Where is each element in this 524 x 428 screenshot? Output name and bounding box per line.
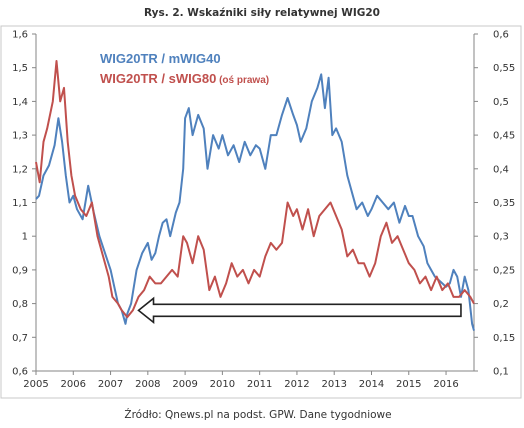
chart-source-note: Źródło: Qnews.pl na podst. GPW. Dane tyg… — [124, 408, 391, 421]
right-tick-label: 0,55 — [493, 63, 515, 74]
x-axis: 2005 2006 2007 2008 2009 2010 2011 2012 2013 2014… — [23, 371, 459, 390]
right-tick-label: 0,6 — [493, 30, 509, 41]
right-tick-label: 0,35 — [493, 198, 515, 209]
right-tick-label: 0,45 — [493, 131, 515, 142]
left-tick-label: 1,6 — [12, 30, 28, 41]
x-tick-label: 2010 — [210, 379, 235, 390]
right-tick-label: 0,2 — [493, 299, 509, 310]
left-tick-label: 1,3 — [12, 131, 28, 142]
x-tick-label: 2014 — [359, 379, 384, 390]
series-2-line — [35, 60, 475, 319]
right-tick-label: 0,1 — [493, 367, 509, 378]
x-tick-label: 2007 — [98, 379, 123, 390]
x-tick-label: 2009 — [172, 379, 197, 390]
left-tick-label: 0,8 — [12, 299, 28, 310]
arrow-annotation — [137, 296, 462, 325]
x-tick-label: 2016 — [433, 379, 458, 390]
x-tick-label: 2005 — [23, 379, 48, 390]
left-tick-label: 1,5 — [12, 63, 28, 74]
series-1-line — [35, 73, 475, 331]
left-tick-label: 0,7 — [12, 333, 28, 344]
x-tick-label: 2012 — [284, 379, 309, 390]
chart-title: Rys. 2. Wskaźniki siły relatywnej WIG20 — [144, 7, 380, 19]
plot-area-border — [0, 25, 522, 399]
legend: WIG20TR / mWIG40 WIG20TR / sWIG80 (oś pr… — [100, 51, 269, 86]
left-tick-label: 0,6 — [12, 367, 28, 378]
x-tick-label: 2006 — [61, 379, 86, 390]
right-tick-label: 0,25 — [493, 265, 515, 276]
x-tick-label: 2015 — [396, 379, 421, 390]
x-tick-label: 2011 — [247, 379, 272, 390]
left-tick-label: 1,4 — [12, 97, 28, 108]
left-y-axis: 0,6 0,7 0,8 0,9 1 1,1 1,2 1,3 1,4 1,5 1,6 — [12, 30, 36, 378]
left-tick-label: 1,1 — [12, 198, 28, 209]
legend-series-2-label: WIG20TR / sWIG80 (oś prawa) — [100, 71, 269, 86]
left-tick-label: 1,2 — [12, 164, 28, 175]
right-tick-label: 0,15 — [493, 333, 515, 344]
x-tick-label: 2013 — [321, 379, 346, 390]
x-tick-label: 2008 — [135, 379, 160, 390]
series-layer — [35, 60, 475, 331]
legend-series-1-label: WIG20TR / mWIG40 — [100, 51, 221, 66]
right-tick-label: 0,4 — [493, 164, 509, 175]
right-tick-label: 0,3 — [493, 232, 509, 243]
left-tick-label: 1 — [22, 232, 28, 243]
right-y-axis: 0,1 0,15 0,2 0,25 0,3 0,35 0,4 0,45 0,5 0,55 0,6 — [474, 30, 515, 378]
left-arrow — [137, 296, 462, 325]
left-tick-label: 0,9 — [12, 265, 28, 276]
right-tick-label: 0,5 — [493, 97, 509, 108]
